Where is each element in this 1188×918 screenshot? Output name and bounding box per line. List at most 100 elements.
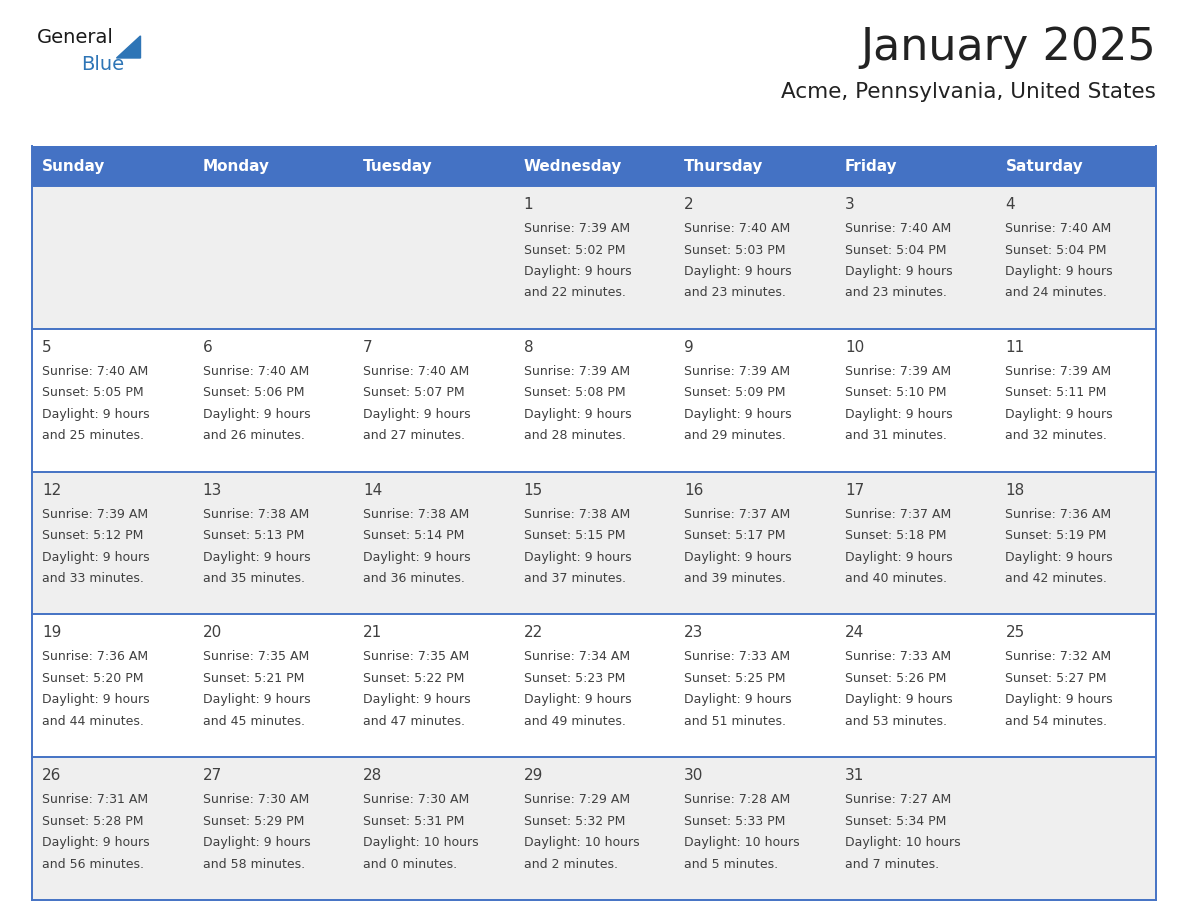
Text: 27: 27 bbox=[203, 768, 222, 783]
Text: Sunrise: 7:38 AM: Sunrise: 7:38 AM bbox=[203, 508, 309, 521]
Text: and 5 minutes.: and 5 minutes. bbox=[684, 857, 778, 870]
Text: Sunset: 5:25 PM: Sunset: 5:25 PM bbox=[684, 672, 785, 685]
Text: 28: 28 bbox=[364, 768, 383, 783]
Text: and 23 minutes.: and 23 minutes. bbox=[845, 286, 947, 299]
Text: 2: 2 bbox=[684, 197, 694, 212]
Text: and 47 minutes.: and 47 minutes. bbox=[364, 715, 466, 728]
Text: Sunset: 5:26 PM: Sunset: 5:26 PM bbox=[845, 672, 946, 685]
Text: Sunrise: 7:38 AM: Sunrise: 7:38 AM bbox=[364, 508, 469, 521]
Text: and 26 minutes.: and 26 minutes. bbox=[203, 430, 304, 442]
Text: 3: 3 bbox=[845, 197, 854, 212]
Text: Sunrise: 7:30 AM: Sunrise: 7:30 AM bbox=[203, 793, 309, 806]
Text: Sunset: 5:17 PM: Sunset: 5:17 PM bbox=[684, 529, 785, 543]
Text: Sunrise: 7:32 AM: Sunrise: 7:32 AM bbox=[1005, 650, 1112, 664]
Text: Daylight: 9 hours: Daylight: 9 hours bbox=[364, 693, 470, 706]
Text: and 22 minutes.: and 22 minutes. bbox=[524, 286, 626, 299]
Text: 21: 21 bbox=[364, 625, 383, 641]
Text: Sunset: 5:23 PM: Sunset: 5:23 PM bbox=[524, 672, 625, 685]
Text: 31: 31 bbox=[845, 768, 864, 783]
Text: 10: 10 bbox=[845, 340, 864, 354]
FancyBboxPatch shape bbox=[32, 186, 1156, 329]
Text: 5: 5 bbox=[42, 340, 51, 354]
Text: and 35 minutes.: and 35 minutes. bbox=[203, 572, 304, 585]
Text: Daylight: 9 hours: Daylight: 9 hours bbox=[684, 408, 792, 420]
Text: 16: 16 bbox=[684, 483, 703, 498]
Text: Sunset: 5:10 PM: Sunset: 5:10 PM bbox=[845, 386, 947, 399]
Text: and 2 minutes.: and 2 minutes. bbox=[524, 857, 618, 870]
Text: and 7 minutes.: and 7 minutes. bbox=[845, 857, 939, 870]
Text: Sunrise: 7:31 AM: Sunrise: 7:31 AM bbox=[42, 793, 148, 806]
Text: Sunrise: 7:39 AM: Sunrise: 7:39 AM bbox=[42, 508, 148, 521]
Text: Wednesday: Wednesday bbox=[524, 159, 623, 174]
Text: Sunrise: 7:30 AM: Sunrise: 7:30 AM bbox=[364, 793, 469, 806]
Text: Saturday: Saturday bbox=[1005, 159, 1083, 174]
Text: Sunset: 5:27 PM: Sunset: 5:27 PM bbox=[1005, 672, 1107, 685]
Text: Daylight: 10 hours: Daylight: 10 hours bbox=[524, 836, 639, 849]
Text: and 54 minutes.: and 54 minutes. bbox=[1005, 715, 1107, 728]
Text: 19: 19 bbox=[42, 625, 62, 641]
Text: Sunset: 5:14 PM: Sunset: 5:14 PM bbox=[364, 529, 465, 543]
Text: and 49 minutes.: and 49 minutes. bbox=[524, 715, 626, 728]
Text: Sunset: 5:06 PM: Sunset: 5:06 PM bbox=[203, 386, 304, 399]
Text: Daylight: 9 hours: Daylight: 9 hours bbox=[203, 836, 310, 849]
Text: Tuesday: Tuesday bbox=[364, 159, 432, 174]
Text: Sunset: 5:32 PM: Sunset: 5:32 PM bbox=[524, 814, 625, 828]
Text: Sunrise: 7:35 AM: Sunrise: 7:35 AM bbox=[203, 650, 309, 664]
Text: 24: 24 bbox=[845, 625, 864, 641]
Text: Thursday: Thursday bbox=[684, 159, 764, 174]
Text: and 53 minutes.: and 53 minutes. bbox=[845, 715, 947, 728]
Text: Daylight: 9 hours: Daylight: 9 hours bbox=[524, 693, 631, 706]
Text: Daylight: 9 hours: Daylight: 9 hours bbox=[42, 408, 150, 420]
Text: and 51 minutes.: and 51 minutes. bbox=[684, 715, 786, 728]
Text: and 40 minutes.: and 40 minutes. bbox=[845, 572, 947, 585]
Text: Sunrise: 7:33 AM: Sunrise: 7:33 AM bbox=[684, 650, 790, 664]
Text: Sunrise: 7:37 AM: Sunrise: 7:37 AM bbox=[845, 508, 952, 521]
Text: 22: 22 bbox=[524, 625, 543, 641]
Text: Monday: Monday bbox=[203, 159, 270, 174]
Text: and 36 minutes.: and 36 minutes. bbox=[364, 572, 465, 585]
Text: Daylight: 9 hours: Daylight: 9 hours bbox=[42, 551, 150, 564]
Text: Sunrise: 7:28 AM: Sunrise: 7:28 AM bbox=[684, 793, 790, 806]
Text: Sunrise: 7:38 AM: Sunrise: 7:38 AM bbox=[524, 508, 630, 521]
Text: Sunrise: 7:40 AM: Sunrise: 7:40 AM bbox=[42, 364, 148, 378]
Text: Sunset: 5:18 PM: Sunset: 5:18 PM bbox=[845, 529, 947, 543]
Text: Daylight: 9 hours: Daylight: 9 hours bbox=[845, 551, 953, 564]
Text: Sunrise: 7:35 AM: Sunrise: 7:35 AM bbox=[364, 650, 469, 664]
Text: Sunrise: 7:39 AM: Sunrise: 7:39 AM bbox=[1005, 364, 1112, 378]
Text: Daylight: 9 hours: Daylight: 9 hours bbox=[524, 408, 631, 420]
Text: Sunset: 5:19 PM: Sunset: 5:19 PM bbox=[1005, 529, 1107, 543]
Text: Sunset: 5:09 PM: Sunset: 5:09 PM bbox=[684, 386, 785, 399]
Text: Sunset: 5:31 PM: Sunset: 5:31 PM bbox=[364, 814, 465, 828]
Text: Sunset: 5:12 PM: Sunset: 5:12 PM bbox=[42, 529, 144, 543]
Text: Sunset: 5:08 PM: Sunset: 5:08 PM bbox=[524, 386, 625, 399]
Text: 11: 11 bbox=[1005, 340, 1025, 354]
Text: Daylight: 9 hours: Daylight: 9 hours bbox=[845, 265, 953, 278]
Text: 29: 29 bbox=[524, 768, 543, 783]
Text: Sunset: 5:05 PM: Sunset: 5:05 PM bbox=[42, 386, 144, 399]
Text: Sunrise: 7:29 AM: Sunrise: 7:29 AM bbox=[524, 793, 630, 806]
Text: Daylight: 9 hours: Daylight: 9 hours bbox=[364, 408, 470, 420]
Text: Sunset: 5:07 PM: Sunset: 5:07 PM bbox=[364, 386, 465, 399]
Text: and 23 minutes.: and 23 minutes. bbox=[684, 286, 786, 299]
Text: Sunset: 5:13 PM: Sunset: 5:13 PM bbox=[203, 529, 304, 543]
Text: Sunrise: 7:40 AM: Sunrise: 7:40 AM bbox=[1005, 222, 1112, 235]
Text: 23: 23 bbox=[684, 625, 703, 641]
Text: Daylight: 10 hours: Daylight: 10 hours bbox=[845, 836, 960, 849]
Text: Daylight: 9 hours: Daylight: 9 hours bbox=[42, 693, 150, 706]
Text: Sunset: 5:21 PM: Sunset: 5:21 PM bbox=[203, 672, 304, 685]
Text: Sunset: 5:34 PM: Sunset: 5:34 PM bbox=[845, 814, 946, 828]
Text: and 39 minutes.: and 39 minutes. bbox=[684, 572, 786, 585]
Text: 18: 18 bbox=[1005, 483, 1025, 498]
Text: Sunrise: 7:27 AM: Sunrise: 7:27 AM bbox=[845, 793, 952, 806]
Text: Daylight: 9 hours: Daylight: 9 hours bbox=[524, 551, 631, 564]
Text: Sunrise: 7:40 AM: Sunrise: 7:40 AM bbox=[845, 222, 952, 235]
Text: Sunset: 5:04 PM: Sunset: 5:04 PM bbox=[845, 243, 947, 256]
Text: and 29 minutes.: and 29 minutes. bbox=[684, 430, 786, 442]
Text: 17: 17 bbox=[845, 483, 864, 498]
Text: Sunrise: 7:34 AM: Sunrise: 7:34 AM bbox=[524, 650, 630, 664]
Text: Sunrise: 7:39 AM: Sunrise: 7:39 AM bbox=[684, 364, 790, 378]
Text: Sunrise: 7:39 AM: Sunrise: 7:39 AM bbox=[524, 222, 630, 235]
Text: Friday: Friday bbox=[845, 159, 897, 174]
Text: Sunset: 5:22 PM: Sunset: 5:22 PM bbox=[364, 672, 465, 685]
FancyBboxPatch shape bbox=[32, 472, 1156, 614]
